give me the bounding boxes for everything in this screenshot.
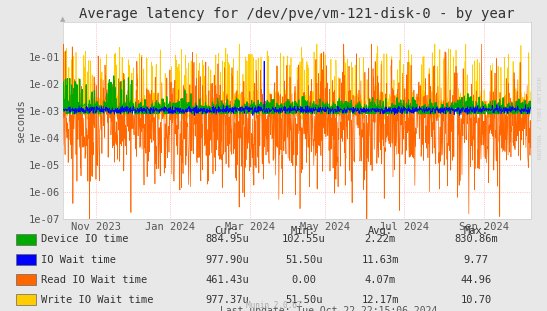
Write IO Wait time xyxy=(115,117,122,121)
Write IO Wait time xyxy=(277,108,283,112)
Read IO Wait time xyxy=(259,151,265,155)
Write IO Wait time xyxy=(527,90,534,94)
Text: 12.17m: 12.17m xyxy=(362,295,399,305)
Text: Avg:: Avg: xyxy=(368,226,393,236)
Text: Max:: Max: xyxy=(463,226,488,236)
IO Wait time xyxy=(326,109,333,113)
Text: 977.37u: 977.37u xyxy=(205,295,249,305)
Device IO time xyxy=(115,110,122,114)
Bar xyxy=(16,295,36,305)
Text: 2.22m: 2.22m xyxy=(364,234,396,244)
Read IO Wait time xyxy=(86,217,92,221)
IO Wait time xyxy=(268,109,275,113)
Read IO Wait time xyxy=(115,128,122,132)
Title: Average latency for /dev/pve/vm-121-disk-0 - by year: Average latency for /dev/pve/vm-121-disk… xyxy=(79,7,515,21)
Text: 10.70: 10.70 xyxy=(460,295,492,305)
Text: Min:: Min: xyxy=(291,226,316,236)
Bar xyxy=(16,254,36,265)
Line: Device IO time: Device IO time xyxy=(63,76,531,114)
Write IO Wait time xyxy=(327,112,333,116)
Write IO Wait time xyxy=(60,114,66,117)
Device IO time xyxy=(60,108,66,112)
Text: 11.63m: 11.63m xyxy=(362,255,399,265)
Text: 461.43u: 461.43u xyxy=(205,275,249,285)
Read IO Wait time xyxy=(60,143,66,146)
Device IO time xyxy=(110,74,117,78)
Write IO Wait time xyxy=(236,42,243,46)
Bar xyxy=(16,234,36,245)
Read IO Wait time xyxy=(96,128,103,132)
Write IO Wait time xyxy=(259,117,265,121)
Text: Last update: Tue Oct 22 22:15:06 2024: Last update: Tue Oct 22 22:15:06 2024 xyxy=(219,306,437,311)
Read IO Wait time xyxy=(269,114,275,117)
Bar xyxy=(16,274,36,285)
Text: 977.90u: 977.90u xyxy=(205,255,249,265)
Read IO Wait time xyxy=(60,42,67,46)
Text: Write IO Wait time: Write IO Wait time xyxy=(41,295,154,305)
Text: 0.00: 0.00 xyxy=(291,275,316,285)
IO Wait time xyxy=(60,108,66,112)
Text: 51.50u: 51.50u xyxy=(285,255,322,265)
Text: 44.96: 44.96 xyxy=(460,275,492,285)
Read IO Wait time xyxy=(527,146,534,149)
Device IO time xyxy=(96,108,103,112)
Text: Read IO Wait time: Read IO Wait time xyxy=(41,275,147,285)
Line: Read IO Wait time: Read IO Wait time xyxy=(63,44,531,219)
IO Wait time xyxy=(261,59,267,63)
Device IO time xyxy=(259,106,265,109)
Y-axis label: seconds: seconds xyxy=(16,99,26,142)
Device IO time xyxy=(63,112,69,116)
Text: IO Wait time: IO Wait time xyxy=(41,255,116,265)
IO Wait time xyxy=(276,106,283,110)
Write IO Wait time xyxy=(96,106,103,110)
IO Wait time xyxy=(258,108,265,112)
IO Wait time xyxy=(527,106,534,110)
Read IO Wait time xyxy=(327,87,333,91)
Line: Write IO Wait time: Write IO Wait time xyxy=(63,44,531,119)
Text: 9.77: 9.77 xyxy=(463,255,488,265)
Text: Device IO time: Device IO time xyxy=(41,234,129,244)
Text: 102.55u: 102.55u xyxy=(282,234,325,244)
Write IO Wait time xyxy=(71,117,78,121)
Text: 884.95u: 884.95u xyxy=(205,234,249,244)
Device IO time xyxy=(527,100,534,103)
IO Wait time xyxy=(456,114,463,118)
Device IO time xyxy=(277,112,283,116)
Text: 51.50u: 51.50u xyxy=(285,295,322,305)
Text: Cur:: Cur: xyxy=(214,226,240,236)
Read IO Wait time xyxy=(277,97,283,101)
IO Wait time xyxy=(96,106,102,109)
IO Wait time xyxy=(115,109,121,113)
Line: IO Wait time: IO Wait time xyxy=(63,61,531,116)
Text: 830.86m: 830.86m xyxy=(454,234,498,244)
Text: ▲: ▲ xyxy=(60,16,66,22)
Text: Munin 2.0.67: Munin 2.0.67 xyxy=(246,301,301,310)
Text: RRDTOOL / TOBI OETIKER: RRDTOOL / TOBI OETIKER xyxy=(538,77,543,160)
Text: 4.07m: 4.07m xyxy=(364,275,396,285)
Device IO time xyxy=(327,104,333,108)
Device IO time xyxy=(269,112,275,116)
Write IO Wait time xyxy=(269,103,275,106)
